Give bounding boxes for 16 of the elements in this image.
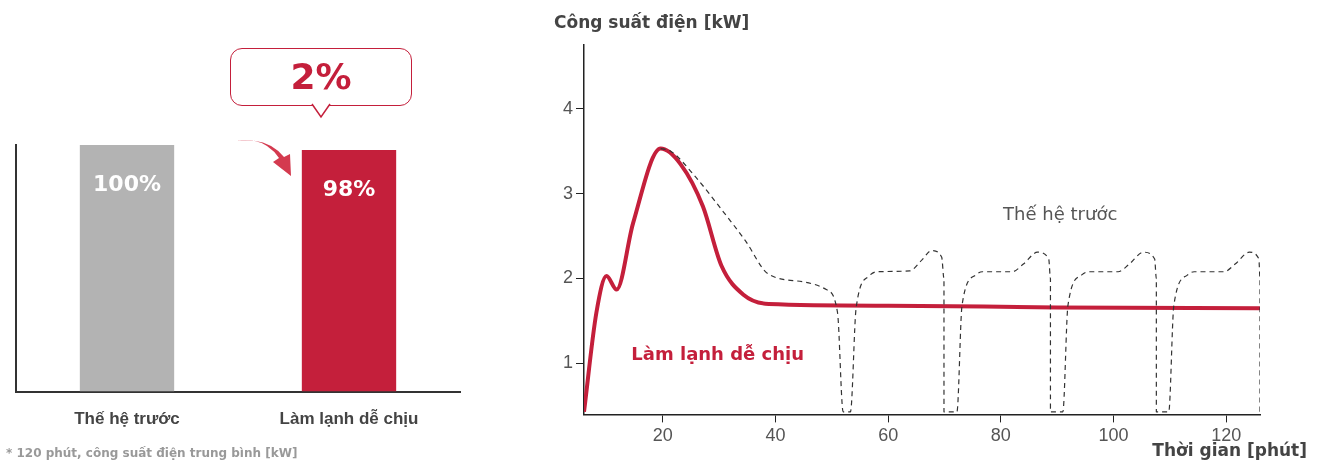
data-label: 98% [322,175,376,201]
y-tick-label: 3 [563,182,574,203]
x-tick-label: 40 [765,425,786,446]
y-axis-title: Công suất điện [kW] [554,12,750,32]
text: Thế hệ trước [1002,202,1118,224]
x-tick-label: 80 [990,425,1011,446]
y-tick-label: 4 [563,97,574,118]
text: * 120 phút, công suất điện trung bình [kW] [6,446,298,460]
data-label: 100% [93,170,161,196]
x-axis-title: Thời gian [phút] [1152,440,1307,460]
x-tick-label: 20 [652,425,673,446]
text: Làm lạnh dễ chịu [631,342,805,364]
x-tick-label: 60 [878,425,899,446]
y-tick-label: 2 [563,267,574,288]
x-tick-label: 100 [1098,425,1129,446]
y-tick-label: 1 [563,352,574,373]
